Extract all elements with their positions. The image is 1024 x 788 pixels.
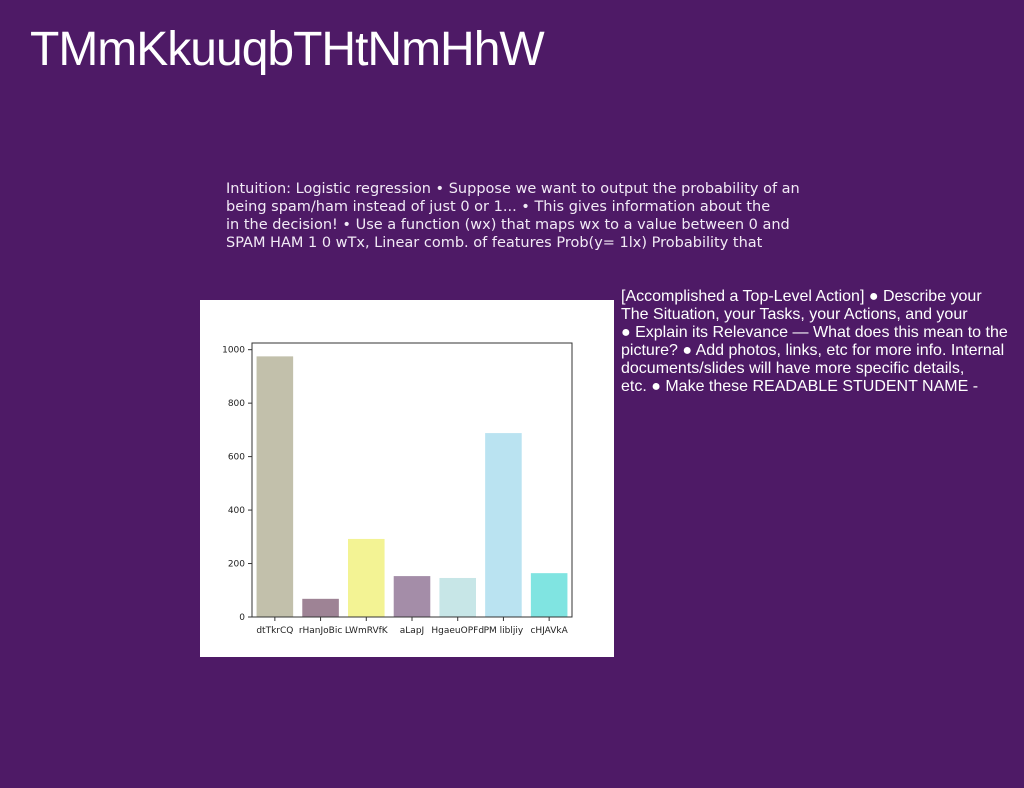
x-tick-label: dtTkrCQ — [256, 626, 293, 636]
chart-bar — [439, 577, 476, 617]
y-tick-label: 0 — [239, 613, 245, 623]
chart-bar — [485, 433, 522, 617]
intro-line: Intuition: Logistic regression • Suppose… — [226, 181, 800, 197]
slide-title: TMmKkuuqbTHtNmHhW — [30, 23, 545, 76]
chart-bar — [348, 538, 385, 617]
x-tick-label: cHJAVkA — [530, 626, 568, 636]
intro-line: in the decision! • Use a function (wx) t… — [226, 217, 790, 233]
y-tick-label: 600 — [228, 453, 245, 463]
plot-frame — [251, 342, 573, 618]
side-line: etc. ● Make these READABLE STUDENT NAME … — [621, 378, 979, 395]
bar-chart: 0 200 400 600 800 1000 dtTkrCQ rHanJoBic LWmRVfK… — [222, 342, 573, 636]
side-text-block: [Accomplished a Top-Level Action] ● Desc… — [621, 288, 1016, 396]
x-tick-label: PM libljiy — [484, 626, 524, 636]
side-line: documents/slides will have more specific… — [621, 360, 965, 377]
chart-bar — [530, 573, 568, 617]
side-line: picture? ● Add photos, links, etc for mo… — [621, 342, 1005, 359]
intro-text-block: Intuition: Logistic regression • Suppose… — [226, 180, 800, 252]
x-tick-label: HgaeuOPFd — [431, 626, 484, 636]
y-tick-label: 1000 — [222, 346, 245, 356]
chart-bar — [393, 576, 431, 617]
intro-line: being spam/ham instead of just 0 or 1...… — [226, 199, 771, 215]
chart-bar — [302, 598, 339, 617]
intro-line: SPAM HAM 1 0 wTx, Linear comb. of featur… — [226, 235, 763, 251]
side-line: [Accomplished a Top-Level Action] ● Desc… — [621, 288, 982, 305]
y-tick-label: 200 — [228, 560, 245, 570]
chart-bar — [256, 356, 294, 617]
side-line: The Situation, your Tasks, your Actions,… — [621, 306, 968, 323]
x-tick-label: LWmRVfK — [345, 626, 389, 636]
y-tick-label: 800 — [228, 399, 245, 409]
bar-chart-card: 0 200 400 600 800 1000 dtTkrCQ rHanJoBic LWmRVfK… — [200, 300, 614, 657]
x-tick-label: rHanJoBic — [299, 626, 343, 636]
x-tick-label: aLapJ — [400, 626, 424, 636]
y-tick-label: 400 — [228, 506, 245, 516]
side-line: ● Explain its Relevance — What does this… — [621, 324, 1008, 341]
